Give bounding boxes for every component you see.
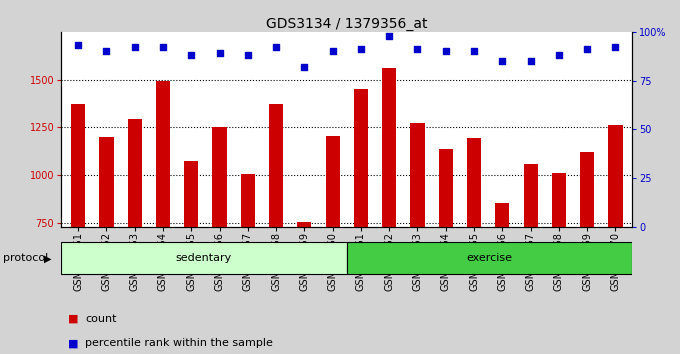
Point [129,45,140,50]
Bar [580,152,594,227]
Point [469,48,479,54]
Bar [439,149,453,227]
Point [554,52,564,58]
Point [186,52,197,58]
Bar [354,89,368,227]
Text: ▶: ▶ [44,253,52,263]
Title: GDS3134 / 1379356_at: GDS3134 / 1379356_at [266,17,428,31]
Point [242,52,253,58]
Bar [609,125,622,227]
Bar [184,161,199,227]
Point [412,47,423,52]
Point [327,48,338,54]
Bar [269,104,283,227]
Bar [382,68,396,227]
Bar [156,81,170,227]
Bar [61,242,347,274]
Bar [297,222,311,227]
Point [581,47,592,52]
Point [384,33,394,39]
Point [214,51,225,56]
Point [441,48,452,54]
Bar [241,174,255,227]
Bar [99,137,114,227]
Text: count: count [85,314,116,324]
Bar [467,138,481,227]
Point [101,48,112,54]
Point [525,58,536,64]
Bar [326,136,340,227]
Point [610,45,621,50]
Bar [128,119,142,227]
Bar [71,104,85,227]
Text: percentile rank within the sample: percentile rank within the sample [85,338,273,348]
Point [73,43,84,48]
Bar [411,124,424,227]
Text: exercise: exercise [466,253,513,263]
Bar [551,173,566,227]
Point [356,47,367,52]
Text: protocol: protocol [3,253,49,263]
Text: ■: ■ [68,338,78,348]
Point [158,45,169,50]
Bar [212,127,226,227]
Point [271,45,282,50]
Point [299,64,310,70]
Point [497,58,508,64]
Text: sedentary: sedentary [176,253,232,263]
Bar [524,164,538,227]
Bar [495,203,509,227]
Text: ■: ■ [68,314,78,324]
Bar [347,242,632,274]
